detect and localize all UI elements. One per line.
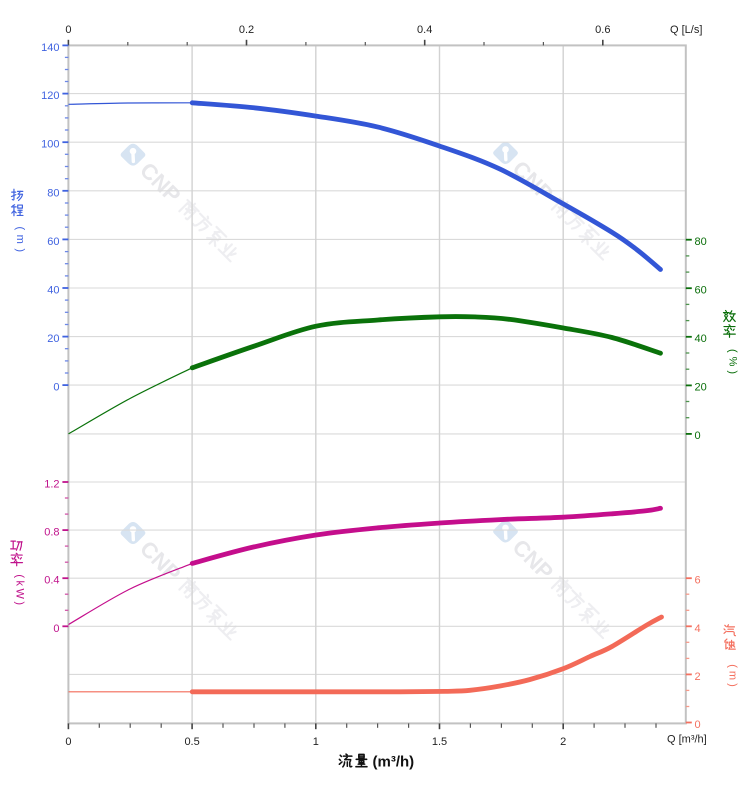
svg-text:1.5: 1.5 bbox=[432, 736, 447, 748]
svg-text:0.2: 0.2 bbox=[239, 24, 254, 36]
svg-text:0: 0 bbox=[65, 24, 71, 36]
svg-text:20: 20 bbox=[47, 333, 59, 345]
svg-text:80: 80 bbox=[47, 187, 59, 199]
svg-text:0.8: 0.8 bbox=[44, 527, 59, 539]
svg-text:6: 6 bbox=[695, 575, 701, 587]
svg-text:40: 40 bbox=[695, 333, 707, 345]
svg-text:4: 4 bbox=[695, 623, 701, 635]
svg-text:2: 2 bbox=[695, 671, 701, 683]
svg-text:(m): (m) bbox=[14, 227, 26, 257]
svg-text:(%): (%) bbox=[727, 349, 739, 378]
svg-text:80: 80 bbox=[695, 236, 707, 248]
svg-text:60: 60 bbox=[47, 236, 59, 248]
svg-text:60: 60 bbox=[695, 285, 707, 297]
svg-text:0: 0 bbox=[53, 382, 59, 394]
svg-text:Q [m³/h]: Q [m³/h] bbox=[667, 734, 707, 746]
svg-text:(m): (m) bbox=[727, 664, 739, 690]
svg-text:0: 0 bbox=[53, 623, 59, 635]
svg-text:1.2: 1.2 bbox=[44, 479, 59, 491]
svg-text:(kW): (kW) bbox=[14, 574, 26, 607]
svg-text:(m³/h): (m³/h) bbox=[373, 754, 415, 771]
svg-text:0.4: 0.4 bbox=[417, 24, 432, 36]
svg-text:0.6: 0.6 bbox=[595, 24, 610, 36]
svg-text:20: 20 bbox=[695, 382, 707, 394]
svg-text:120: 120 bbox=[41, 90, 59, 102]
svg-text:0.5: 0.5 bbox=[184, 736, 199, 748]
svg-text:0: 0 bbox=[695, 430, 701, 442]
svg-text:0: 0 bbox=[65, 736, 71, 748]
svg-text:2: 2 bbox=[560, 736, 566, 748]
svg-text:1: 1 bbox=[313, 736, 319, 748]
svg-text:140: 140 bbox=[41, 42, 59, 54]
svg-text:40: 40 bbox=[47, 285, 59, 297]
svg-text:0: 0 bbox=[695, 719, 701, 731]
svg-text:Q [L/s]: Q [L/s] bbox=[670, 24, 702, 36]
svg-text:100: 100 bbox=[41, 139, 59, 151]
svg-text:0.4: 0.4 bbox=[44, 575, 59, 587]
